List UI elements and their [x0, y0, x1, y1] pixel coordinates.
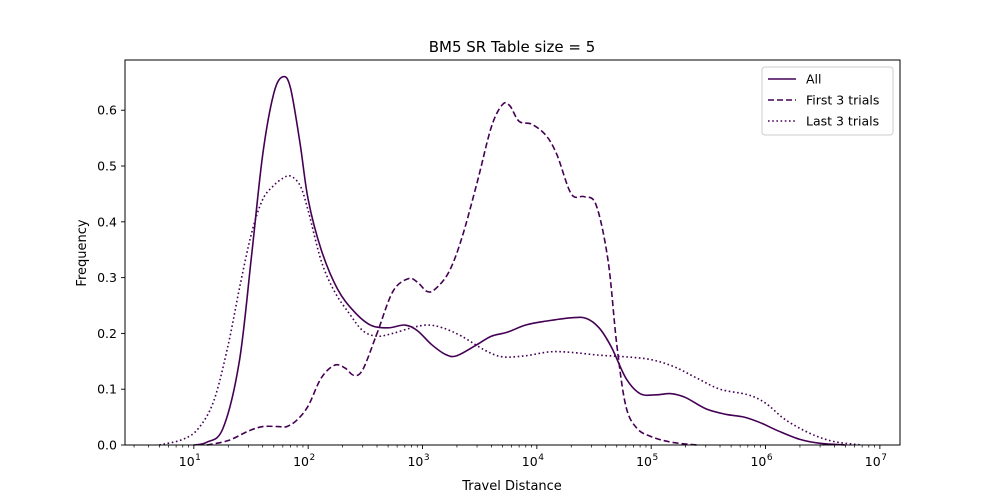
axes-frame [124, 59, 901, 446]
plot-area [159, 75, 863, 446]
x-tick-exponent: 7 [881, 453, 887, 463]
y-tick-label: 0.1 [97, 382, 117, 397]
legend-label-1: All [806, 72, 822, 87]
x-tick-exponent: 6 [767, 453, 773, 463]
x-tick-label: 102 [293, 453, 315, 469]
y-tick-label: 0.2 [97, 326, 117, 341]
legend: All First 3 trials Last 3 trials [761, 66, 894, 136]
series-line-2 [206, 101, 697, 446]
x-tick-label: 103 [407, 453, 429, 469]
x-tick-label: 105 [636, 453, 658, 469]
y-axis: 0.0 0.1 0.2 0.3 0.4 0.5 0.6 [97, 103, 125, 453]
x-tick-exponent: 1 [195, 453, 201, 463]
chart-title: BM5 SR Table size = 5 [429, 38, 596, 56]
x-tick-label: 107 [865, 453, 887, 469]
x-tick-label: 106 [750, 453, 772, 469]
legend-label-2: First 3 trials [806, 93, 879, 108]
x-tick-exponent: 2 [310, 453, 316, 463]
legend-box [761, 66, 894, 136]
y-tick-label: 0.3 [97, 270, 117, 285]
y-tick-label: 0.4 [97, 214, 117, 229]
x-axis-label: Travel Distance [461, 479, 562, 494]
x-tick-label: 104 [522, 453, 544, 469]
series-line-1 [193, 75, 846, 446]
x-axis: 101 102 103 104 105 106 107 [133, 445, 887, 469]
y-tick-label: 0.6 [97, 103, 117, 118]
series-line-3 [159, 174, 863, 446]
x-tick-exponent: 3 [424, 453, 430, 463]
y-tick-label: 0.0 [97, 438, 117, 453]
x-tick-label: 101 [179, 453, 201, 469]
x-tick-exponent: 4 [538, 453, 544, 463]
legend-label-3: Last 3 trials [806, 114, 879, 129]
y-tick-label: 0.5 [97, 159, 117, 174]
x-tick-exponent: 5 [653, 453, 659, 463]
y-axis-label: Frequency [75, 219, 90, 286]
